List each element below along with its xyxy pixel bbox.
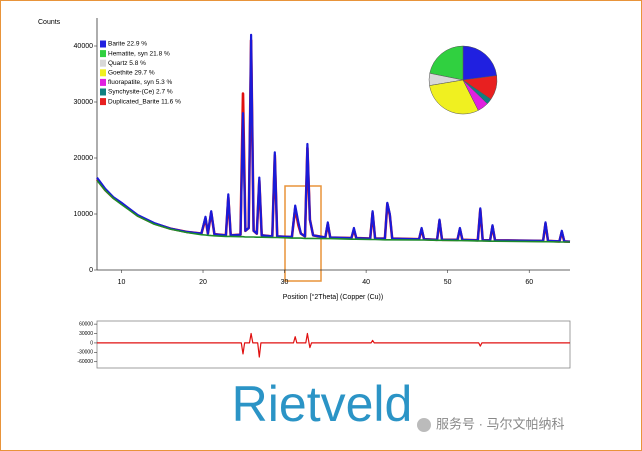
pie-slice bbox=[462, 45, 497, 81]
legend-swatch bbox=[100, 40, 106, 48]
y-tick-label: 40000 bbox=[74, 43, 94, 50]
highlight-box bbox=[284, 185, 322, 282]
legend-label: Duplicated_Barite 11.6 % bbox=[108, 98, 181, 105]
legend-swatch bbox=[100, 59, 106, 67]
legend-label: Synchysite-(Ce) 2.7 % bbox=[108, 89, 173, 96]
y-tick-label: 0 bbox=[89, 267, 93, 274]
legend-label: Quartz 5.8 % bbox=[108, 60, 146, 67]
x-tick-label: 60 bbox=[525, 279, 533, 286]
legend-swatch bbox=[100, 88, 106, 96]
y-tick-label: 0 bbox=[90, 340, 93, 346]
x-tick-label: 40 bbox=[362, 279, 370, 286]
watermark-icon bbox=[417, 418, 431, 432]
pie-slice bbox=[462, 75, 498, 100]
pie-slice bbox=[429, 45, 464, 81]
x-axis-label: Position [°2Theta] (Copper (Cu)) bbox=[283, 293, 383, 301]
difference-panel bbox=[96, 320, 571, 369]
y-axis-label: Counts bbox=[38, 19, 61, 26]
legend-swatch bbox=[100, 78, 106, 86]
y-tick-label: 10000 bbox=[74, 211, 94, 218]
legend-label: fluorapatite, syn 5.3 % bbox=[108, 79, 173, 86]
x-tick-label: 10 bbox=[118, 279, 126, 286]
series-line bbox=[97, 332, 570, 358]
y-tick-label: -60000 bbox=[77, 359, 93, 365]
y-tick-label: 30000 bbox=[79, 331, 93, 337]
y-tick-label: 20000 bbox=[74, 155, 94, 162]
series-line bbox=[96, 179, 570, 243]
watermark: 服务号 · 马尔文帕纳科 bbox=[436, 416, 565, 431]
legend-swatch bbox=[100, 69, 106, 77]
caption: Rietveld bbox=[232, 376, 413, 432]
pie-slice bbox=[429, 79, 479, 115]
legend-label: Barite 22.9 % bbox=[108, 41, 147, 48]
y-tick-label: 60000 bbox=[79, 321, 93, 327]
legend-label: Goethite 29.7 % bbox=[108, 70, 155, 77]
y-tick-label: -30000 bbox=[77, 350, 93, 356]
x-tick-label: 50 bbox=[444, 279, 452, 286]
legend-label: Hematite, syn 21.8 % bbox=[108, 50, 170, 57]
y-tick-label: 30000 bbox=[74, 99, 94, 106]
x-tick-label: 30 bbox=[281, 279, 289, 286]
legend-swatch bbox=[100, 98, 106, 106]
series-line bbox=[96, 33, 571, 243]
x-tick-label: 20 bbox=[199, 279, 207, 286]
legend-swatch bbox=[100, 50, 106, 58]
